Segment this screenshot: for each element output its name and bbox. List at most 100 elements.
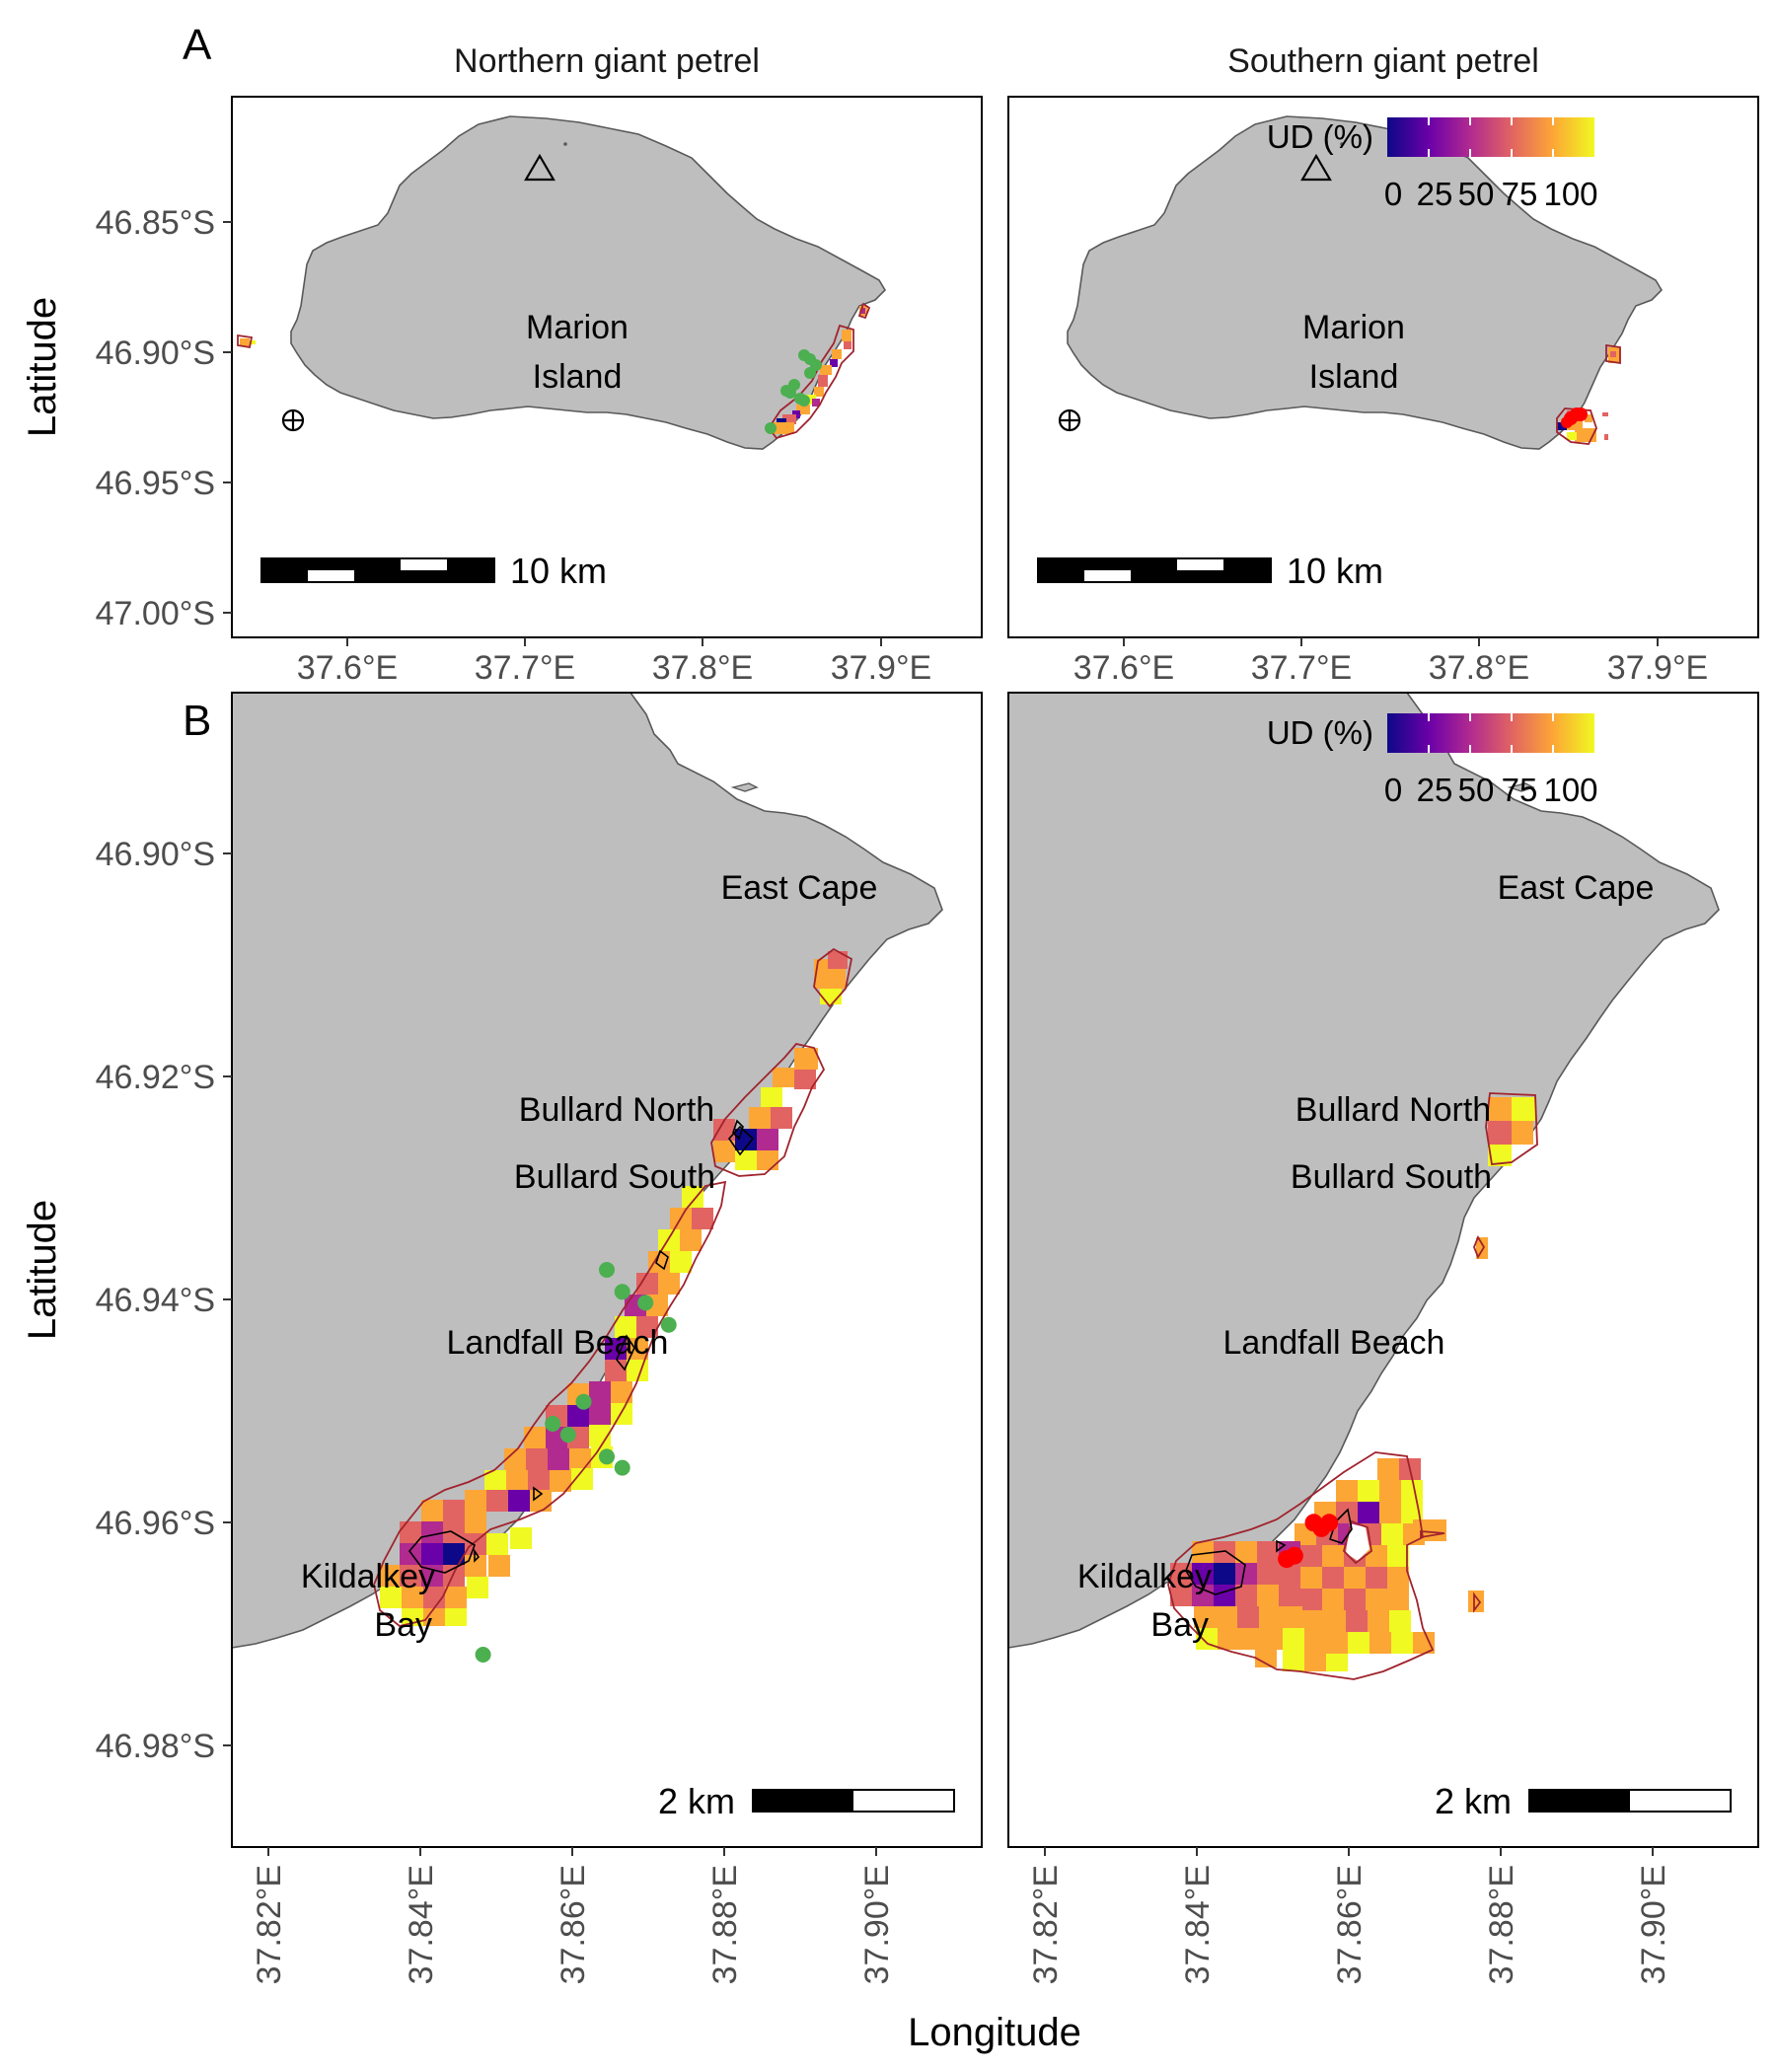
- place-label-kildalkey-line2: Bay: [374, 1606, 432, 1644]
- place-label-bullard-south: Bullard South: [514, 1158, 715, 1196]
- detail-map-southern: East Cape Bullard North Bullard South La…: [1008, 693, 1732, 1821]
- legend-title: UD (%): [1267, 714, 1373, 751]
- northern-point: [614, 1459, 630, 1476]
- ud-raster-overview: [240, 306, 867, 434]
- legend-tick-50: 50: [1458, 772, 1495, 808]
- panel-title-southern: Southern giant petrel: [1227, 42, 1539, 80]
- legend-title: UD (%): [1267, 118, 1373, 155]
- northern-point: [614, 1284, 630, 1300]
- detail-lat-axis: 46.90°S 46.92°S 46.94°S 46.96°S 46.98°S: [96, 836, 232, 1765]
- lon-tick-label: 37.84°E: [1179, 1865, 1217, 1984]
- lat-tick-label: 46.92°S: [96, 1059, 215, 1096]
- overview-lat-axis: 46.85°S 46.90°S 46.95°S 47.00°S: [96, 204, 232, 632]
- legend-colorbar: [1387, 713, 1594, 753]
- lon-tick-label: 37.84°E: [403, 1865, 440, 1984]
- island-label-line1: Marion: [526, 309, 629, 346]
- islet: [1507, 782, 1535, 792]
- lon-tick-label: 37.7°E: [475, 649, 575, 687]
- ud-legend: UD (%) 0 25 50 75 100: [1267, 713, 1598, 808]
- place-label-east-cape: East Cape: [721, 869, 878, 907]
- scale-bar-label: 2 km: [1435, 1781, 1512, 1821]
- overview-map-northern: Marion Island 10 km: [237, 115, 886, 591]
- islet: [1340, 142, 1344, 146]
- place-label-east-cape: East Cape: [1498, 869, 1655, 907]
- ud-legend: UD (%) 0 25 50 75 100: [1267, 117, 1598, 212]
- lon-tick-label: 37.82°E: [1027, 1865, 1065, 1984]
- panel-border: [1007, 692, 1759, 1848]
- southern-points-detail: [1278, 1514, 1339, 1569]
- legend-ticks: [1428, 117, 1554, 157]
- crosshair-marker: [1058, 408, 1081, 432]
- lon-tick-label: 37.82°E: [251, 1865, 288, 1984]
- lat-tick-label: 46.94°S: [96, 1282, 215, 1319]
- crosshair-marker: [281, 408, 305, 432]
- panel-border: [231, 692, 983, 1848]
- lon-tick-label: 37.9°E: [831, 649, 931, 687]
- island-label-line2: Island: [533, 358, 623, 396]
- ud-contour-detail: [373, 947, 853, 1627]
- ud-contour-detail: [1167, 1092, 1538, 1680]
- lat-tick-label: 46.98°S: [96, 1728, 215, 1765]
- northern-point: [637, 1295, 654, 1311]
- place-label-kildalkey-line1: Kildalkey: [301, 1558, 435, 1595]
- y-axis-title-top: Latitude: [21, 297, 64, 437]
- lat-tick-label: 46.96°S: [96, 1505, 215, 1542]
- panel-title-northern: Northern giant petrel: [454, 42, 760, 80]
- scale-bar-label: 10 km: [510, 551, 607, 591]
- scale-bar-detail: 2 km: [658, 1781, 955, 1821]
- triangle-marker: [1300, 153, 1332, 182]
- legend-tick-0: 0: [1384, 176, 1402, 212]
- legend-tick-75: 75: [1502, 772, 1538, 808]
- scale-bar-label: 2 km: [658, 1781, 735, 1821]
- ud-core-contour: [407, 1119, 755, 1574]
- panel-border: [231, 96, 983, 638]
- northern-points-overview: [765, 349, 822, 434]
- lat-tick-label: 46.90°S: [96, 334, 215, 372]
- lon-tick-label: 37.7°E: [1251, 649, 1352, 687]
- northern-point: [660, 1316, 677, 1333]
- island-label-line2: Island: [1309, 358, 1399, 396]
- ud-core-contour: [1185, 1508, 1353, 1595]
- islet: [563, 142, 567, 146]
- panel-tag-a: A: [183, 21, 212, 69]
- lon-tick-label: 37.6°E: [1073, 649, 1174, 687]
- legend-tick-50: 50: [1458, 176, 1495, 212]
- scale-bar-overview: 10 km: [260, 551, 607, 591]
- northern-points-detail: [475, 1262, 677, 1663]
- panel-tag-b: B: [183, 697, 211, 745]
- place-label-kildalkey-line2: Bay: [1150, 1606, 1209, 1644]
- scale-bar-label: 10 km: [1287, 551, 1383, 591]
- northern-point: [599, 1448, 615, 1465]
- place-label-landfall-beach: Landfall Beach: [1223, 1324, 1445, 1362]
- panel-border: [1007, 96, 1759, 638]
- legend-tick-100: 100: [1543, 176, 1597, 212]
- x-axis-title: Longitude: [908, 2011, 1081, 2054]
- place-label-bullard-north: Bullard North: [519, 1091, 714, 1129]
- legend-tick-100: 100: [1543, 772, 1597, 808]
- lon-tick-label: 37.90°E: [1635, 1865, 1672, 1984]
- lon-tick-label: 37.8°E: [1429, 649, 1529, 687]
- northern-point: [545, 1416, 561, 1432]
- legend-colorbar: [1387, 117, 1594, 157]
- islet: [730, 782, 759, 792]
- island-label-line1: Marion: [1302, 309, 1405, 346]
- ud-raster-detail: [378, 951, 848, 1626]
- northern-point: [475, 1647, 491, 1663]
- lon-tick-label: 37.9°E: [1607, 649, 1708, 687]
- lon-tick-label: 37.8°E: [652, 649, 753, 687]
- ud-contour-overview: [1556, 343, 1621, 445]
- lon-tick-label: 37.88°E: [1483, 1865, 1520, 1984]
- island-land: [1067, 115, 1663, 450]
- overview-lon-axis-southern: 37.6°E 37.7°E 37.8°E 37.9°E: [1073, 637, 1708, 687]
- place-label-kildalkey-line1: Kildalkey: [1077, 1558, 1212, 1595]
- northern-point: [559, 1427, 576, 1443]
- lat-tick-label: 46.85°S: [96, 204, 215, 242]
- detail-map-northern: East Cape Bullard North Bullard South La…: [232, 693, 955, 1821]
- place-label-bullard-south: Bullard South: [1291, 1158, 1492, 1196]
- southern-points-overview: [1561, 407, 1588, 428]
- lat-tick-label: 46.90°S: [96, 836, 215, 873]
- y-axis-title-bottom: Latitude: [21, 1200, 64, 1340]
- southern-point: [1278, 1550, 1296, 1569]
- place-label-landfall-beach: Landfall Beach: [447, 1324, 669, 1362]
- detail-lon-axis-northern: 37.82°E 37.84°E 37.86°E 37.88°E 37.90°E: [251, 1847, 896, 1984]
